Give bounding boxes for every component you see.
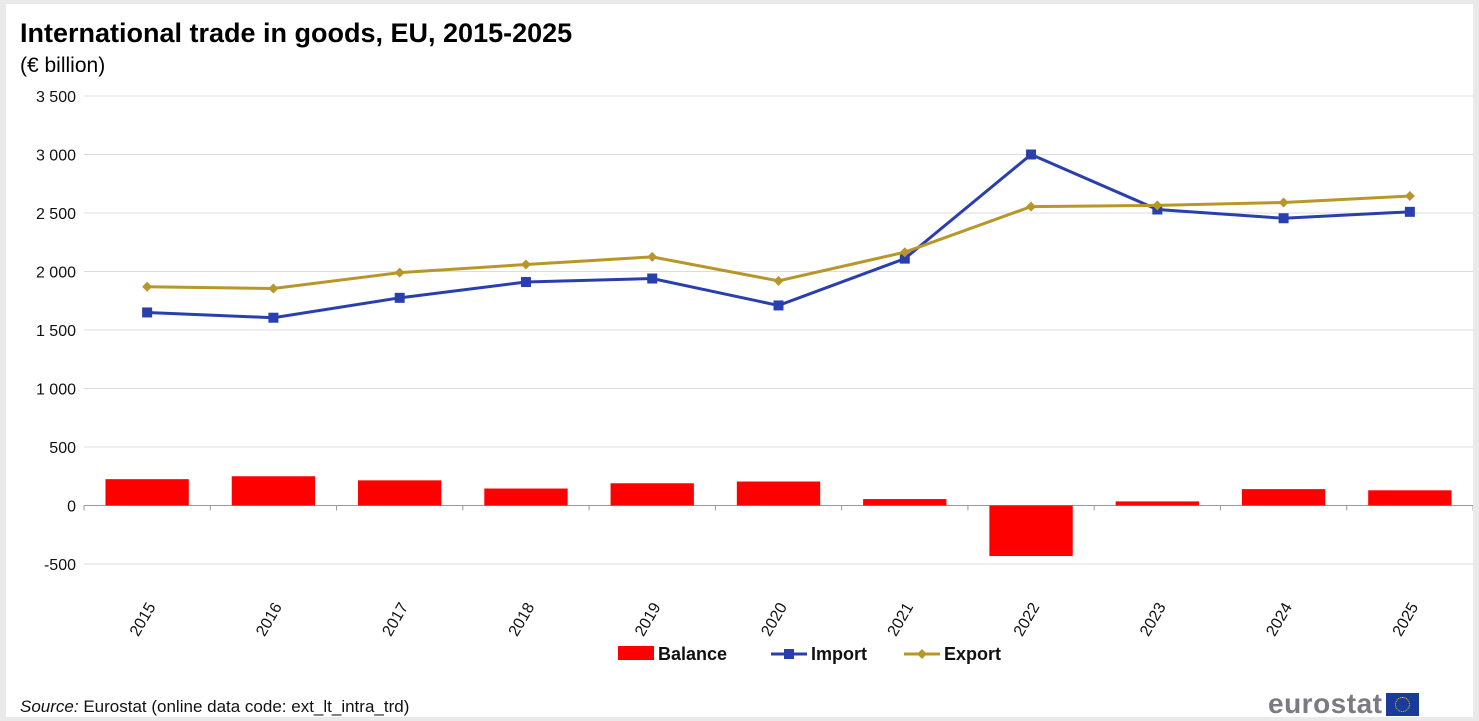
chart-title: International trade in goods, EU, 2015-2… <box>20 18 573 48</box>
y-tick-label: 3 000 <box>36 148 76 165</box>
bar-balance <box>484 488 568 506</box>
bar-balance <box>358 480 442 506</box>
line-import <box>147 152 1410 320</box>
x-tick-label: 2019 <box>632 600 665 639</box>
x-axis-ticks: 2015 2016 2017 2018 2019 2020 2021 2022 2023 2024… <box>127 600 1422 639</box>
point-export <box>268 283 279 294</box>
bar-balance <box>863 499 947 506</box>
y-tick-label: 1 500 <box>36 323 76 340</box>
x-tick-label: 2015 <box>127 600 160 639</box>
point-import <box>647 273 658 284</box>
eurostat-wordmark: eurostat <box>1268 688 1383 719</box>
point-export <box>394 267 405 278</box>
x-tick-label: 2025 <box>1390 600 1423 639</box>
bar-balance <box>1241 489 1326 506</box>
grid-layer <box>83 95 1473 565</box>
bar-balance <box>105 479 189 506</box>
y-tick-label: -500 <box>44 557 76 574</box>
y-tick-label: 2 500 <box>36 206 76 223</box>
source-text: Eurostat (online data code: ext_lt_intra… <box>83 697 410 716</box>
y-tick-label: 3 500 <box>36 89 76 106</box>
legend-label-import: Import <box>811 644 867 664</box>
source-label: Source: <box>20 697 79 716</box>
point-import <box>773 300 784 311</box>
point-import <box>899 253 910 264</box>
point-export <box>520 259 531 270</box>
point-export <box>899 247 910 258</box>
bar-balance <box>736 481 821 506</box>
bar-balance <box>1115 501 1199 506</box>
point-import <box>142 307 153 318</box>
point-import <box>1278 213 1289 224</box>
chart-plot: -500 0 500 1 000 1 500 2 000 2 500 3 000 3 500 2… <box>36 89 1473 664</box>
point-export <box>773 275 784 286</box>
bar-balance <box>989 505 1073 557</box>
point-export <box>1278 197 1289 208</box>
bar-balance <box>610 483 694 506</box>
legend-marker-import <box>784 649 794 659</box>
point-import <box>394 292 405 303</box>
point-export <box>1404 191 1415 202</box>
point-import <box>520 277 531 288</box>
x-tick-label: 2016 <box>253 600 286 639</box>
legend-marker-export <box>917 649 927 659</box>
point-export <box>1152 200 1163 211</box>
x-tick-label: 2023 <box>1137 600 1170 639</box>
point-export <box>647 251 658 262</box>
point-import <box>1026 149 1037 160</box>
point-export <box>1026 201 1037 212</box>
y-tick-label: 500 <box>49 440 76 457</box>
x-tick-label: 2024 <box>1263 600 1296 639</box>
point-export <box>142 281 153 292</box>
legend-label-export: Export <box>944 644 1001 664</box>
legend-label-balance: Balance <box>658 644 727 664</box>
line-export <box>147 194 1410 290</box>
legend: Balance Import Export <box>618 644 1001 664</box>
source-note: Source: Eurostat (online data code: ext_… <box>20 697 409 717</box>
point-import <box>268 312 279 323</box>
eurostat-logo: eurostat <box>1268 688 1420 719</box>
chart-subtitle: (€ billion) <box>20 54 106 77</box>
line-layer <box>142 149 1415 323</box>
legend-swatch-balance <box>618 646 654 660</box>
y-tick-label: 1 000 <box>36 382 76 399</box>
y-tick-label: 0 <box>67 499 76 516</box>
y-tick-label: 2 000 <box>36 265 76 282</box>
bar-balance <box>1368 490 1452 506</box>
bar-balance <box>231 476 316 506</box>
chart-frame: International trade in goods, EU, 2015-2… <box>6 4 1473 719</box>
eu-flag-icon <box>1386 692 1420 716</box>
x-tick-label: 2018 <box>506 600 539 639</box>
bar-layer <box>105 476 1452 557</box>
x-tick-label: 2021 <box>885 600 918 639</box>
point-import <box>1404 206 1415 217</box>
y-axis-ticks: -500 0 500 1 000 1 500 2 000 2 500 3 000 3 500 <box>36 89 76 574</box>
x-tick-label: 2020 <box>758 600 791 639</box>
x-tick-label: 2017 <box>380 600 413 639</box>
x-tick-label: 2022 <box>1011 600 1044 639</box>
